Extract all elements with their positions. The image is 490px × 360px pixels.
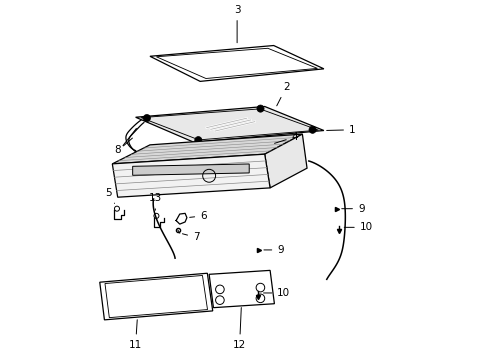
Polygon shape xyxy=(150,45,324,81)
Text: 10: 10 xyxy=(344,222,373,232)
Circle shape xyxy=(143,114,150,122)
Text: 2: 2 xyxy=(277,82,290,106)
Polygon shape xyxy=(136,107,324,142)
Polygon shape xyxy=(112,134,302,164)
Text: 11: 11 xyxy=(129,320,142,350)
Text: 9: 9 xyxy=(264,245,284,255)
Circle shape xyxy=(257,105,264,112)
Text: 3: 3 xyxy=(234,5,241,43)
Polygon shape xyxy=(112,154,270,197)
Text: 10: 10 xyxy=(264,288,291,298)
Circle shape xyxy=(195,136,202,144)
Text: 5: 5 xyxy=(105,188,115,203)
Polygon shape xyxy=(133,164,249,175)
Text: 9: 9 xyxy=(342,204,365,214)
Polygon shape xyxy=(100,273,213,320)
Text: 7: 7 xyxy=(182,232,199,242)
Text: 4: 4 xyxy=(274,132,298,143)
Text: 13: 13 xyxy=(149,193,162,210)
Text: 8: 8 xyxy=(114,144,121,154)
Text: 12: 12 xyxy=(233,307,246,350)
Polygon shape xyxy=(265,134,307,188)
Circle shape xyxy=(309,126,316,133)
Text: 6: 6 xyxy=(190,211,207,221)
Polygon shape xyxy=(209,270,274,308)
Text: 1: 1 xyxy=(327,125,356,135)
